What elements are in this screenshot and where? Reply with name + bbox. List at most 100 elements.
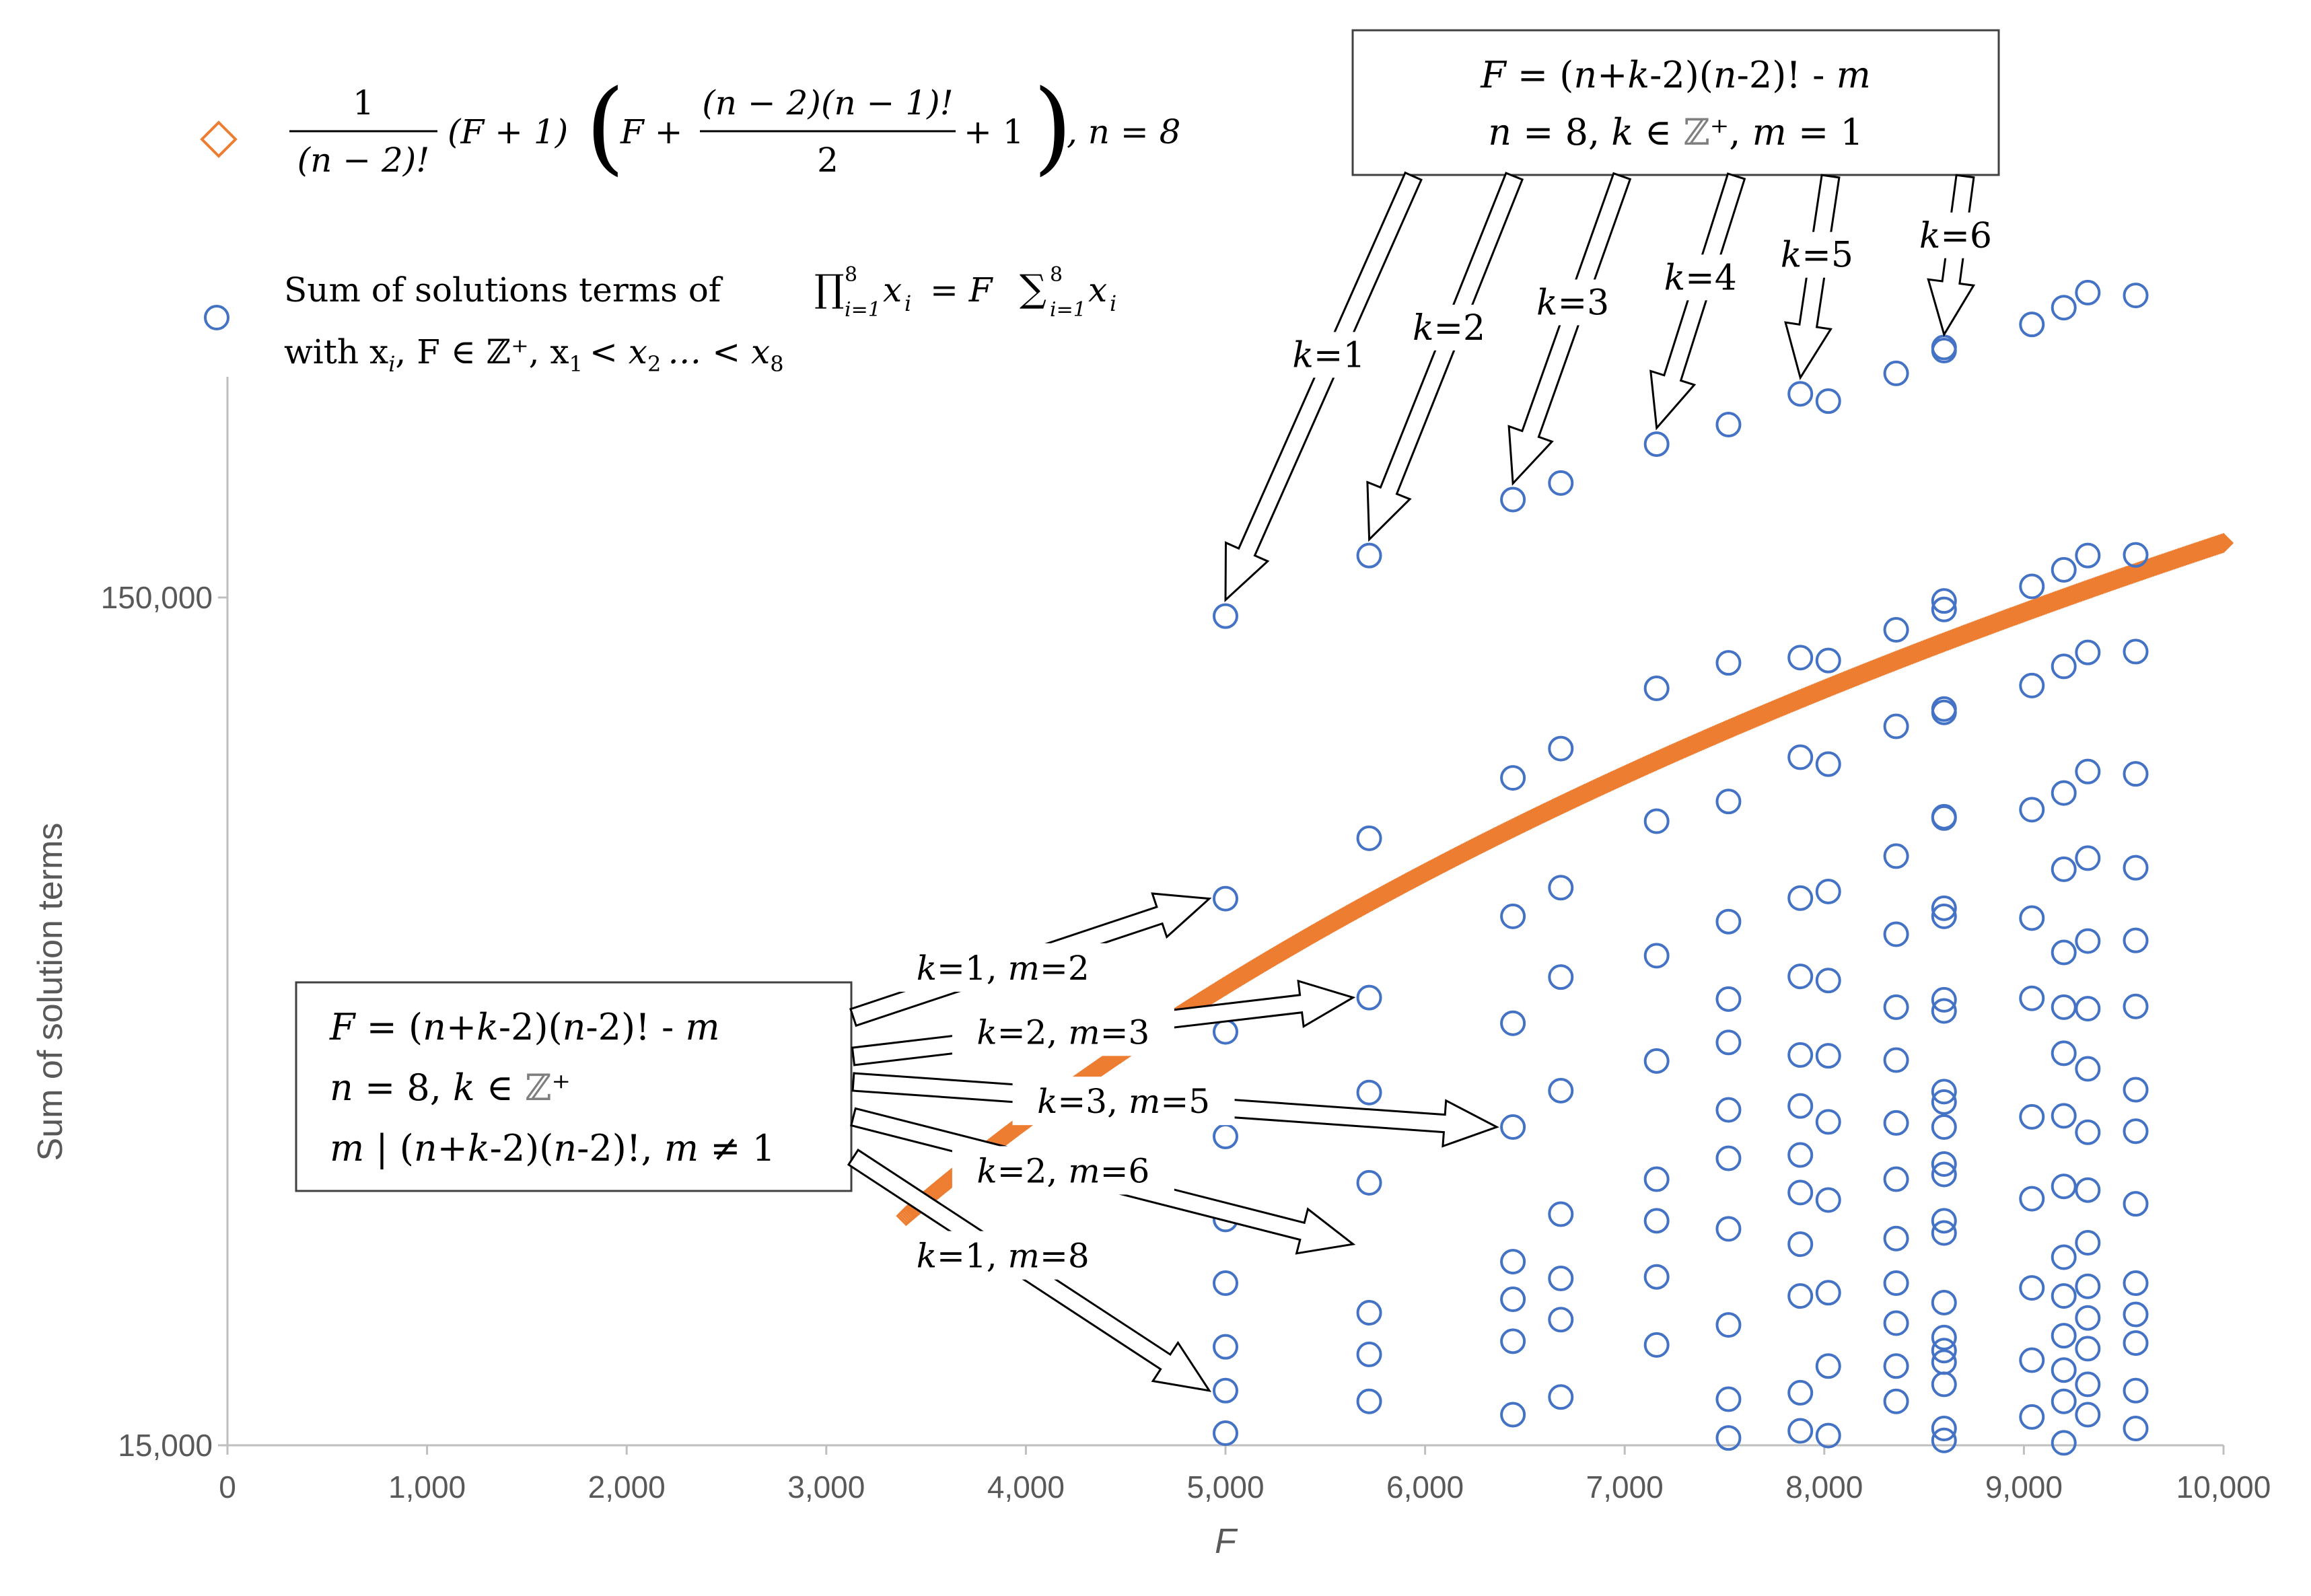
solution-point: [1715, 908, 1742, 935]
solution-point: [2123, 1270, 2149, 1297]
solution-point: [1931, 903, 1957, 929]
solution-point: [2051, 1283, 2077, 1309]
solution-point: [1213, 1420, 1238, 1447]
solution-point: [1883, 1166, 1909, 1192]
series-solutions: [1213, 279, 2149, 1456]
solution-point: [1548, 1266, 1574, 1292]
solution-point: [1715, 412, 1742, 438]
solution-point: [2075, 1119, 2101, 1145]
solution-point: [1643, 431, 1670, 458]
top-arrow-label: k=2: [1413, 308, 1485, 349]
solution-point: [1213, 603, 1238, 629]
solution-point: [1931, 1161, 1957, 1188]
x-tick-label: 5,000: [1186, 1470, 1264, 1504]
solution-point: [1787, 1180, 1814, 1206]
top-arrow-k3: [1507, 172, 1632, 486]
formula-inner-right: + 1: [964, 112, 1024, 151]
solution-point: [2123, 993, 2149, 1019]
solution-point: [1787, 1418, 1814, 1444]
solution-point: [1815, 1280, 1841, 1306]
solution-point: [1883, 843, 1909, 869]
y-axis-ticks: 15,000 150,000: [101, 580, 227, 1463]
solution-point: [2075, 279, 2101, 305]
solution-point: [1548, 470, 1574, 496]
solution-point: [1548, 875, 1574, 901]
bottom-arrow-label-bg: [952, 1007, 1174, 1056]
legend-scatter-line2: with xi, F ∈ ℤ⁺, x1 < x2… < x8: [284, 332, 784, 377]
top-arrow-k1: [1224, 171, 1423, 603]
solution-point: [1815, 1109, 1841, 1135]
solution-point: [1787, 1142, 1814, 1168]
solution-point: [1548, 1077, 1574, 1103]
solution-point: [2123, 927, 2149, 953]
solution-point: [1715, 986, 1742, 1012]
svg-text:Sum of solutions terms of: Sum of solutions terms of: [284, 270, 723, 310]
svg-text:i=1: i=1: [1050, 298, 1086, 322]
bottom-arrow-label-bg: [892, 943, 1114, 992]
solution-point: [2051, 1103, 2077, 1129]
solution-point: [2123, 1191, 2149, 1217]
solution-point: [1787, 744, 1814, 770]
legend: 1 (n − 2)! (F + 1) ( F + (n − 2)(n − 1)!…: [200, 69, 1180, 377]
solution-point: [1643, 1166, 1670, 1192]
solution-point: [2075, 1402, 2101, 1428]
solution-point: [1883, 1225, 1909, 1252]
solution-point: [2075, 1177, 2101, 1203]
y-tick-label: 15,000: [118, 1428, 213, 1463]
solution-point: [1643, 1048, 1670, 1074]
solution-point: [1883, 1110, 1909, 1136]
solution-point: [2123, 1077, 2149, 1103]
solution-point: [1931, 696, 1957, 722]
formula-lparen: (: [585, 69, 625, 186]
solution-point: [2019, 1275, 2045, 1301]
solution-point: [1643, 1332, 1670, 1358]
solution-point: [1931, 1220, 1957, 1246]
svg-text:8: 8: [1050, 263, 1063, 287]
curve-diamond-marker: [2213, 532, 2234, 554]
formula-frac1-den: (n − 2)!: [297, 141, 430, 180]
solution-point: [2123, 1377, 2149, 1404]
axes: 0 1,000 2,000 3,000 4,000 5,000 6,000 7,000 8,00…: [31, 377, 2271, 1561]
bottom-annotation-line2: n = 8, k ∈ ℤ⁺: [330, 1066, 571, 1109]
solution-point: [1931, 805, 1957, 831]
solution-point: [1643, 808, 1670, 834]
solution-point: [2123, 1118, 2149, 1145]
top-arrow-label: k=6: [1919, 216, 1992, 256]
bottom-arrow-label-bg: [1012, 1077, 1235, 1126]
solution-point: [2075, 639, 2101, 665]
solution-point: [1356, 542, 1382, 569]
formula-tail: , n = 8: [1067, 112, 1180, 151]
solution-point: [1931, 1427, 1957, 1453]
solution-point: [1715, 650, 1742, 676]
formula-frac2-den: 2: [817, 141, 839, 180]
solution-point: [1500, 903, 1526, 929]
legend-circle-marker: [204, 305, 229, 330]
solution-point: [1931, 596, 1957, 622]
solution-point: [2051, 856, 2077, 882]
solution-point: [1931, 1079, 1957, 1105]
formula-rparen: ): [1033, 69, 1073, 186]
solution-point: [1931, 1289, 1957, 1315]
solution-point: [2075, 845, 2101, 871]
top-annotation: F = (n+k-2)(n-2)! - m n = 8, k ∈ ℤ⁺, m =…: [1224, 29, 2000, 603]
x-tick-label: 8,000: [1785, 1470, 1863, 1504]
solution-point: [2051, 939, 2077, 966]
solution-point: [1715, 1216, 1742, 1242]
solution-point: [1883, 994, 1909, 1020]
solution-point: [2051, 1040, 2077, 1066]
solution-point: [1815, 388, 1841, 414]
x-tick-label: 3,000: [787, 1470, 865, 1504]
solution-point: [1715, 1097, 1742, 1123]
solution-point: [2051, 1430, 2077, 1456]
solution-point: [1500, 765, 1526, 791]
solution-point: [1815, 647, 1841, 674]
bottom-arrow-label: k=2, m=6: [976, 1151, 1149, 1190]
top-arrow-label: k=1: [1292, 335, 1365, 375]
solution-point: [2051, 994, 2077, 1020]
solution-point: [1883, 617, 1909, 643]
bottom-arrow-label: k=2, m=3: [976, 1013, 1149, 1052]
top-arrow-label-bg: [1410, 304, 1489, 351]
solution-point: [2123, 855, 2149, 881]
x-axis-label: F: [1215, 1522, 1238, 1561]
legend-diamond-marker: [200, 120, 238, 158]
